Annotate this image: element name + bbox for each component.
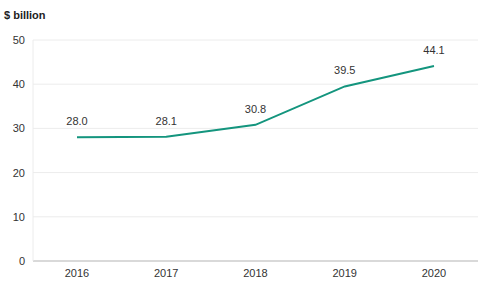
svg-text:2018: 2018 (243, 267, 267, 279)
svg-text:30.8: 30.8 (245, 103, 266, 115)
svg-text:30: 30 (13, 122, 25, 134)
svg-text:28.1: 28.1 (156, 115, 177, 127)
svg-text:28.0: 28.0 (66, 115, 87, 127)
svg-text:2020: 2020 (422, 267, 446, 279)
svg-text:40: 40 (13, 78, 25, 90)
svg-text:10: 10 (13, 211, 25, 223)
svg-text:2019: 2019 (333, 267, 357, 279)
svg-text:2017: 2017 (154, 267, 178, 279)
svg-text:39.5: 39.5 (334, 64, 355, 76)
svg-text:0: 0 (19, 255, 25, 267)
html-text:$ billion: $ billion (4, 9, 46, 21)
svg-text:2016: 2016 (65, 267, 89, 279)
svg-text:20: 20 (13, 167, 25, 179)
svg-text:44.1: 44.1 (423, 44, 444, 56)
svg-text:50: 50 (13, 34, 25, 46)
